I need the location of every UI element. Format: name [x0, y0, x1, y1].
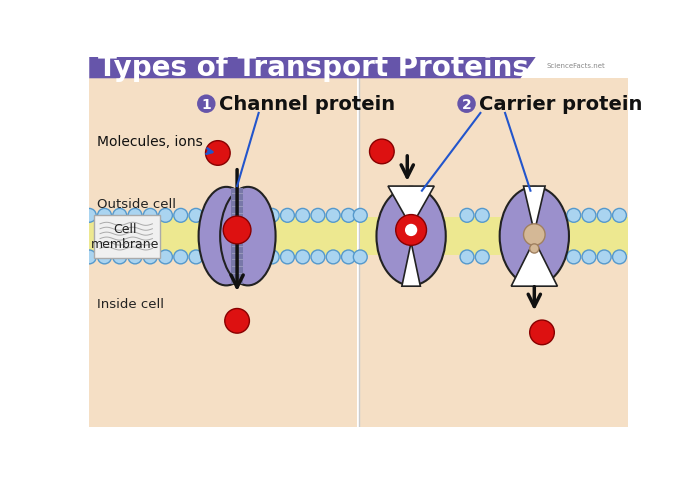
Polygon shape [402, 243, 420, 287]
Ellipse shape [220, 188, 276, 286]
Circle shape [189, 209, 203, 223]
Polygon shape [90, 58, 536, 79]
Circle shape [97, 251, 111, 264]
Circle shape [597, 209, 611, 223]
Text: Types of Transport Proteins: Types of Transport Proteins [99, 54, 529, 83]
Circle shape [326, 209, 340, 223]
Text: Inside cell: Inside cell [97, 298, 164, 311]
Circle shape [223, 216, 251, 244]
Circle shape [206, 141, 230, 166]
Circle shape [159, 251, 172, 264]
Circle shape [530, 244, 539, 253]
Circle shape [567, 209, 581, 223]
Polygon shape [511, 240, 557, 287]
Circle shape [354, 209, 368, 223]
Bar [90, 79, 357, 427]
Circle shape [612, 251, 626, 264]
Circle shape [265, 251, 279, 264]
Bar [360, 79, 628, 427]
Circle shape [128, 251, 142, 264]
Ellipse shape [500, 188, 569, 286]
Circle shape [189, 251, 203, 264]
Circle shape [83, 251, 96, 264]
Text: Outside cell: Outside cell [97, 197, 176, 210]
Circle shape [281, 251, 295, 264]
Circle shape [197, 95, 216, 114]
Bar [360, 217, 628, 256]
Circle shape [597, 251, 611, 264]
Circle shape [296, 209, 309, 223]
Circle shape [530, 320, 554, 345]
Circle shape [524, 224, 545, 246]
Circle shape [128, 209, 142, 223]
FancyBboxPatch shape [94, 215, 160, 258]
Circle shape [281, 209, 295, 223]
Text: Molecules, ions: Molecules, ions [97, 135, 212, 155]
Text: Channel protein: Channel protein [218, 95, 395, 114]
Circle shape [311, 251, 325, 264]
Text: Cell
membrane: Cell membrane [90, 223, 159, 251]
Circle shape [296, 251, 309, 264]
Circle shape [460, 209, 474, 223]
Circle shape [460, 251, 474, 264]
Bar [90, 217, 357, 256]
Polygon shape [388, 187, 434, 228]
Circle shape [225, 309, 249, 334]
Bar [231, 189, 244, 284]
Polygon shape [524, 187, 545, 233]
Circle shape [582, 251, 596, 264]
Circle shape [342, 251, 356, 264]
Circle shape [370, 140, 394, 165]
Circle shape [457, 95, 476, 114]
Circle shape [159, 209, 172, 223]
Circle shape [405, 224, 417, 237]
Text: ScienceFacts.net: ScienceFacts.net [547, 63, 605, 69]
Circle shape [326, 251, 340, 264]
Circle shape [97, 209, 111, 223]
Text: Carrier protein: Carrier protein [479, 95, 642, 114]
Ellipse shape [377, 188, 446, 286]
Circle shape [113, 251, 127, 264]
Ellipse shape [199, 188, 254, 286]
Circle shape [612, 209, 626, 223]
Circle shape [567, 251, 581, 264]
Circle shape [265, 209, 279, 223]
Circle shape [113, 209, 127, 223]
Circle shape [83, 209, 96, 223]
Text: 1: 1 [202, 97, 211, 111]
Circle shape [395, 215, 426, 246]
Circle shape [475, 251, 489, 264]
Bar [357, 79, 360, 427]
Text: 2: 2 [462, 97, 471, 111]
Circle shape [174, 251, 188, 264]
Circle shape [475, 209, 489, 223]
Circle shape [144, 209, 158, 223]
Circle shape [354, 251, 368, 264]
Circle shape [311, 209, 325, 223]
Circle shape [144, 251, 158, 264]
Circle shape [174, 209, 188, 223]
Circle shape [582, 209, 596, 223]
Circle shape [342, 209, 356, 223]
